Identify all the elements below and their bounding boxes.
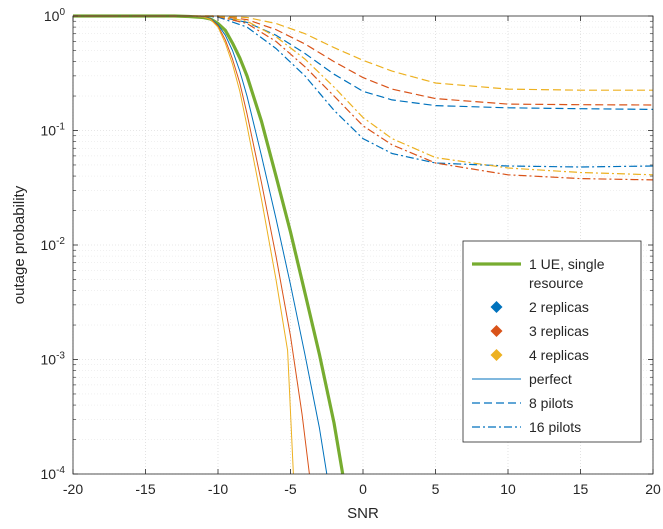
x-tick-label: 5 <box>432 481 440 497</box>
legend-box <box>462 240 642 443</box>
x-tick-label: -15 <box>135 481 155 497</box>
x-tick-label: 10 <box>500 481 516 497</box>
x-tick-label: 20 <box>645 481 661 497</box>
y-tick-label: 100 <box>44 7 66 24</box>
legend-label: 2 replicas <box>529 299 589 315</box>
y-axis-label: outage probability <box>11 185 28 304</box>
x-tick-label: 0 <box>359 481 367 497</box>
x-tick-label: -5 <box>284 481 297 497</box>
x-axis-label: SNR <box>347 505 379 522</box>
x-tick-label: 15 <box>573 481 589 497</box>
legend-marker <box>490 325 503 337</box>
x-tick-label: -20 <box>63 481 83 497</box>
legend-label: 8 pilots <box>529 395 573 411</box>
y-tick-label: 10-1 <box>41 122 66 139</box>
legend-label: 1 UE, single <box>529 256 605 272</box>
axis-ticks: -20 -15 -10 -5 0 5 10 15 20 10-4 10-3 10-2 10-1 100 <box>41 7 661 497</box>
legend: 1 UE, single resource 2 replicas 3 replicas… <box>462 240 642 443</box>
y-tick-label: 10-2 <box>41 236 66 253</box>
y-tick-label: 10-4 <box>41 465 66 482</box>
legend-label: perfect <box>529 371 572 387</box>
legend-marker <box>490 349 503 361</box>
legend-label: 3 replicas <box>529 323 589 339</box>
y-tick-label: 10-3 <box>41 351 66 368</box>
x-tick-label: -10 <box>208 481 228 497</box>
legend-marker <box>490 301 503 313</box>
legend-label: resource <box>529 275 584 291</box>
legend-label: 16 pilots <box>529 419 581 435</box>
legend-label: 4 replicas <box>529 347 589 363</box>
